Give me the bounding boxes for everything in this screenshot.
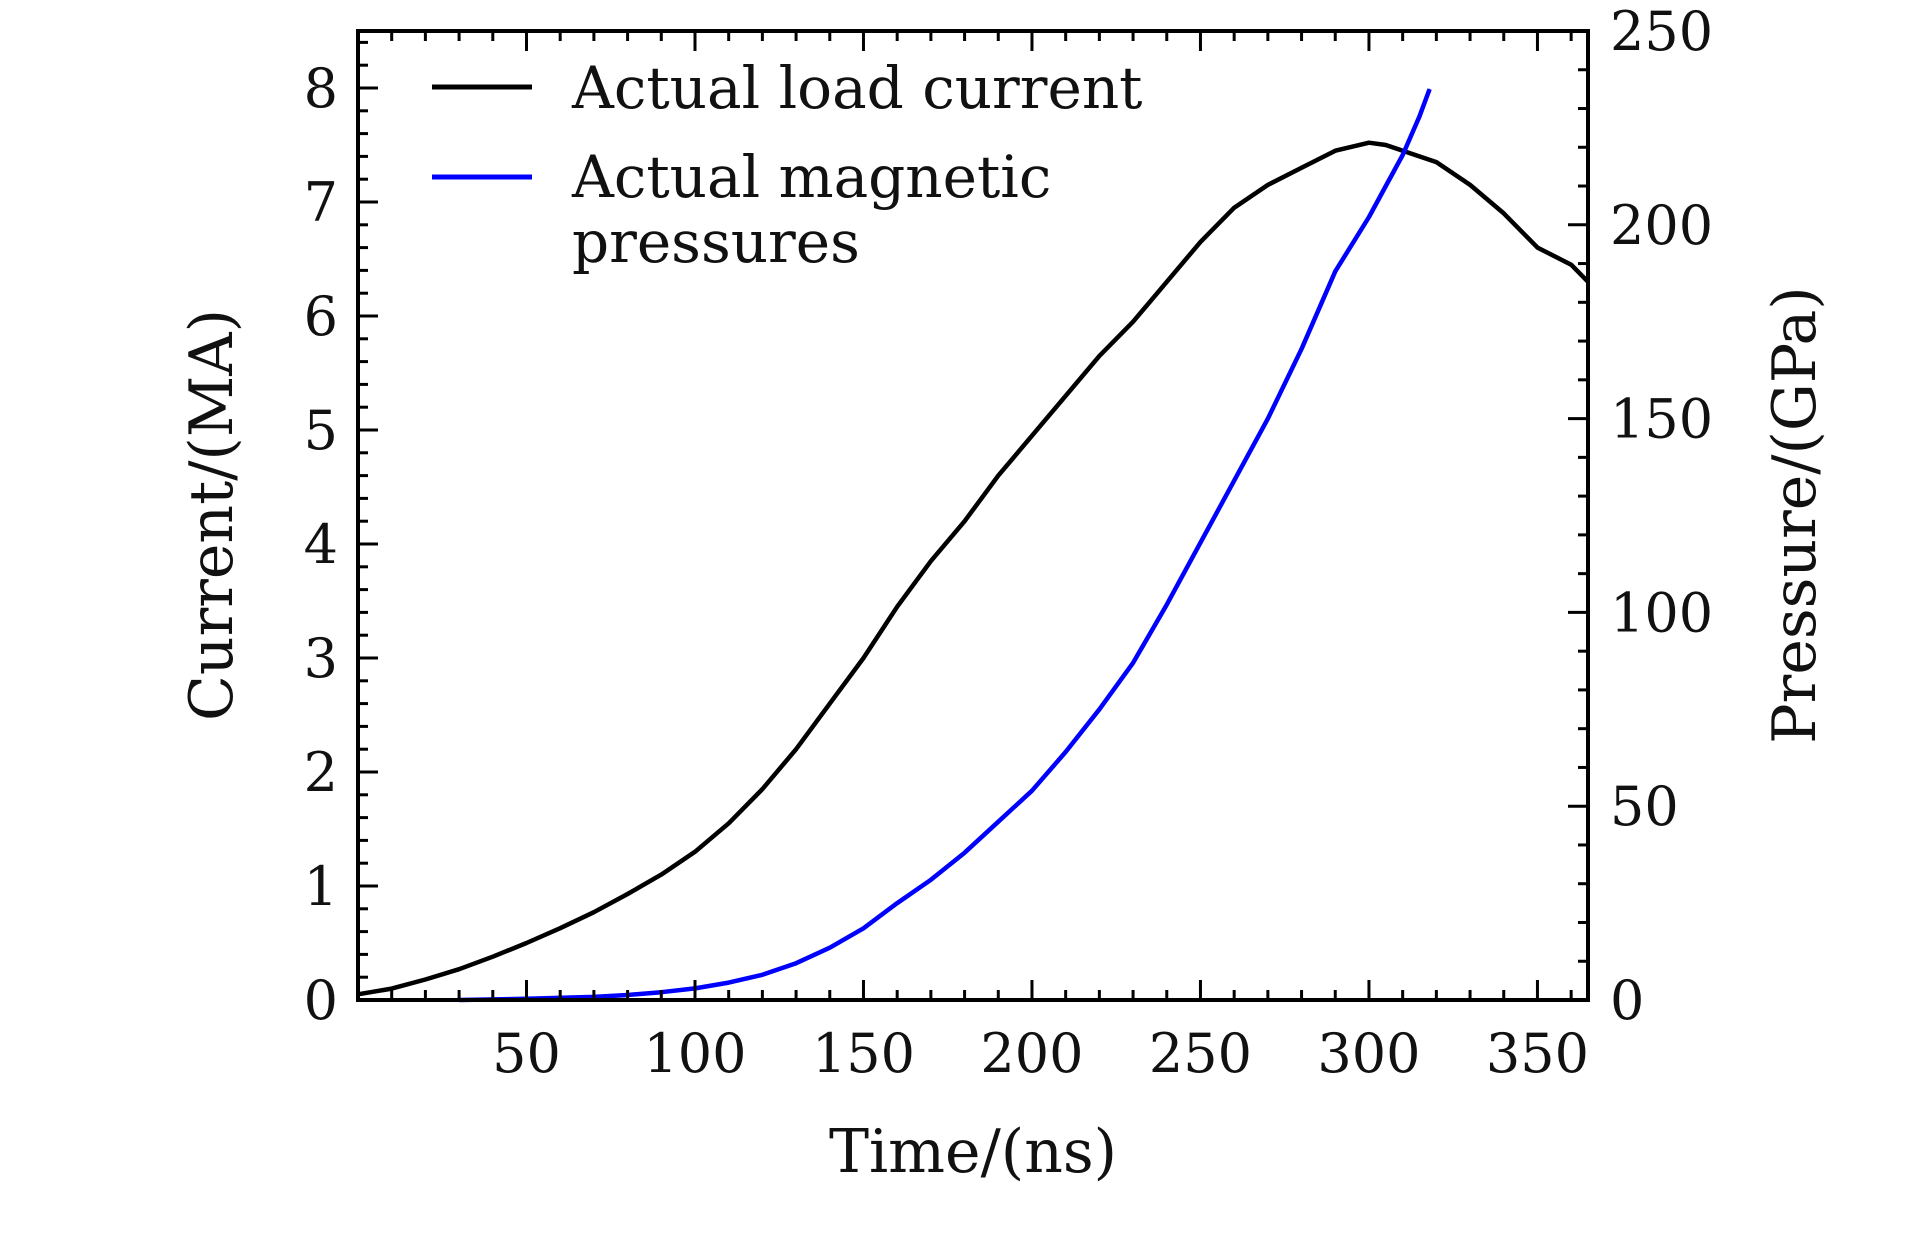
load-current-point	[1536, 247, 1538, 249]
load-current-point	[964, 520, 966, 522]
x-tick-label: 300	[1317, 1022, 1420, 1085]
magnetic-pressure-point	[1132, 662, 1134, 664]
magnetic-pressure-point	[997, 821, 999, 823]
y2-tick-label: 100	[1610, 581, 1713, 644]
series-layer	[357, 88, 1590, 1003]
load-current-point	[997, 475, 999, 477]
load-current-point	[1199, 241, 1201, 243]
series-line-magnetic-pressure	[459, 88, 1432, 1003]
plot-frame	[356, 29, 1590, 1002]
x-tick-label: 250	[1149, 1022, 1252, 1085]
load-current-point	[660, 874, 662, 876]
load-current-point	[728, 822, 730, 824]
load-current-point	[1031, 435, 1033, 437]
magnetic-pressure-point	[1267, 418, 1269, 420]
load-current-point	[1570, 264, 1572, 266]
magnetic-pressure-point	[1031, 790, 1033, 792]
magnetic-pressure-point	[1419, 115, 1421, 117]
load-current-point	[795, 748, 797, 750]
labels-layer: 50 100 150 200 250 300 350 0 1 2 3 4 5 6 7 8 0 50 100 150 20…	[304, 0, 1713, 1085]
y-tick-label: 5	[304, 399, 338, 462]
x-axis-title: Time/(ns)	[829, 1117, 1117, 1187]
y-tick-label: 2	[304, 741, 338, 804]
load-current-point	[1368, 142, 1370, 144]
y-tick-label: 6	[304, 285, 338, 348]
load-current-point	[1098, 355, 1100, 357]
load-current-point	[1469, 184, 1471, 186]
y2-axis-title: Pressure/(GPa)	[1760, 286, 1830, 743]
load-current-point	[761, 788, 763, 790]
y-axis-title: Current/(MA)	[177, 309, 247, 721]
x-tick-label: 150	[812, 1022, 915, 1085]
legend-label-magnetic-pressure-line1: Actual magnetic	[571, 143, 1051, 211]
magnetic-pressure-point	[1385, 185, 1387, 187]
load-current-point	[1132, 321, 1134, 323]
magnetic-pressure-point	[728, 982, 730, 984]
magnetic-pressure-point	[930, 879, 932, 881]
load-current-point	[1267, 184, 1269, 186]
y-tick-label: 0	[304, 969, 338, 1032]
y-tick-label: 1	[304, 855, 338, 918]
legend-label-magnetic-pressure-line2: pressures	[572, 208, 860, 276]
load-current-point	[896, 606, 898, 608]
load-current-point	[593, 911, 595, 913]
load-current-point	[930, 560, 932, 562]
y2-tick-label: 150	[1610, 388, 1713, 451]
legend-label-load-current: Actual load current	[571, 54, 1142, 122]
magnetic-pressure-point	[1429, 88, 1431, 90]
magnetic-pressure-point	[1098, 708, 1100, 710]
x-tick-label: 200	[980, 1022, 1083, 1085]
y-tick-label: 4	[304, 513, 338, 576]
load-current-point	[1385, 144, 1387, 146]
y-tick-label: 3	[304, 627, 338, 690]
magnetic-pressure-point	[1065, 751, 1067, 753]
magnetic-pressure-point	[761, 974, 763, 976]
y-tick-label: 7	[304, 171, 338, 234]
x-tick-label: 100	[643, 1022, 746, 1085]
x-tick-label: 350	[1486, 1022, 1589, 1085]
magnetic-pressure-point	[795, 962, 797, 964]
load-current-point	[1435, 161, 1437, 163]
load-current-point	[1334, 150, 1336, 152]
load-current-point	[862, 657, 864, 659]
magnetic-pressure-point	[1233, 480, 1235, 482]
magnetic-pressure-point	[964, 852, 966, 854]
load-current-point	[694, 851, 696, 853]
load-current-point	[559, 927, 561, 929]
legend: Actual load current Actual magnetic pres…	[432, 54, 1142, 276]
x-tick-label: 50	[492, 1022, 561, 1085]
y2-tick-label: 250	[1610, 0, 1713, 63]
magnetic-pressure-point	[896, 902, 898, 904]
magnetic-pressure-point	[1166, 604, 1168, 606]
magnetic-pressure-point	[1402, 154, 1404, 156]
magnetic-pressure-point	[1368, 216, 1370, 218]
load-current-point	[1503, 212, 1505, 214]
y2-tick-label: 0	[1610, 969, 1644, 1032]
load-current-point	[1065, 395, 1067, 397]
load-current-point	[829, 703, 831, 705]
load-current-point	[1301, 167, 1303, 169]
load-current-point	[1166, 281, 1168, 283]
y2-tick-label: 50	[1610, 775, 1679, 838]
load-current-point	[627, 893, 629, 895]
load-current-point	[1233, 207, 1235, 209]
magnetic-pressure-point	[1199, 542, 1201, 544]
magnetic-pressure-point	[829, 947, 831, 949]
load-current-point	[525, 942, 527, 944]
load-current-point	[492, 956, 494, 958]
load-current-point	[424, 978, 426, 980]
load-current-point	[458, 968, 460, 970]
y2-tick-label: 200	[1610, 194, 1713, 257]
magnetic-pressure-point	[1334, 270, 1336, 272]
magnetic-pressure-point	[862, 927, 864, 929]
load-current-point	[391, 988, 393, 990]
magnetic-pressure-point	[1301, 348, 1303, 350]
y-tick-label: 8	[304, 57, 338, 120]
